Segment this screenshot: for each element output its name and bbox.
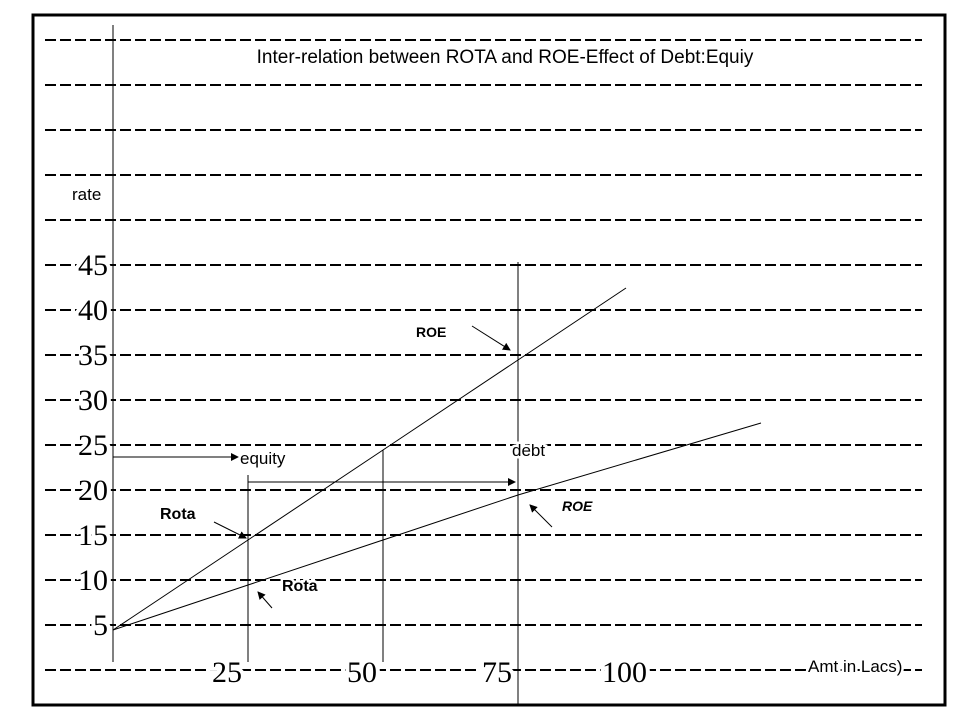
y-tick-label: 5 xyxy=(93,609,108,642)
arrow xyxy=(213,521,247,539)
annotation: Rota xyxy=(282,578,318,595)
annotation: ROE xyxy=(416,324,446,340)
y-tick-label: 30 xyxy=(78,384,108,417)
y-tick-label: 45 xyxy=(78,249,108,282)
annotation: ROE xyxy=(562,498,593,514)
arrow xyxy=(257,591,273,609)
labels: Inter-relation between ROTA and ROE-Effe… xyxy=(70,45,905,694)
x-axis-label: Amt in Lacs) xyxy=(808,657,902,676)
series-line xyxy=(112,422,762,631)
x-tick-label: 50 xyxy=(347,656,377,689)
x-tick-label: 25 xyxy=(212,656,242,689)
y-tick-label: 35 xyxy=(78,339,108,372)
arrow xyxy=(471,325,511,351)
annotation: Rota xyxy=(160,506,196,523)
x-tick-label: 75 xyxy=(482,656,512,689)
grid xyxy=(45,39,922,671)
x-tick-label: 100 xyxy=(602,656,647,689)
series-line xyxy=(112,287,627,631)
frame xyxy=(31,13,947,707)
annotation: debt xyxy=(512,441,545,460)
arrow xyxy=(529,504,553,528)
y-axis-label: rate xyxy=(72,185,101,204)
y-tick-label: 15 xyxy=(78,519,108,552)
y-tick-label: 20 xyxy=(78,474,108,507)
chart-title: Inter-relation between ROTA and ROE-Effe… xyxy=(257,47,754,68)
y-tick-label: 25 xyxy=(78,429,108,462)
y-tick-label: 40 xyxy=(78,294,108,327)
annotation: equity xyxy=(240,449,286,468)
plot xyxy=(112,25,762,705)
y-tick-label: 10 xyxy=(78,564,108,597)
